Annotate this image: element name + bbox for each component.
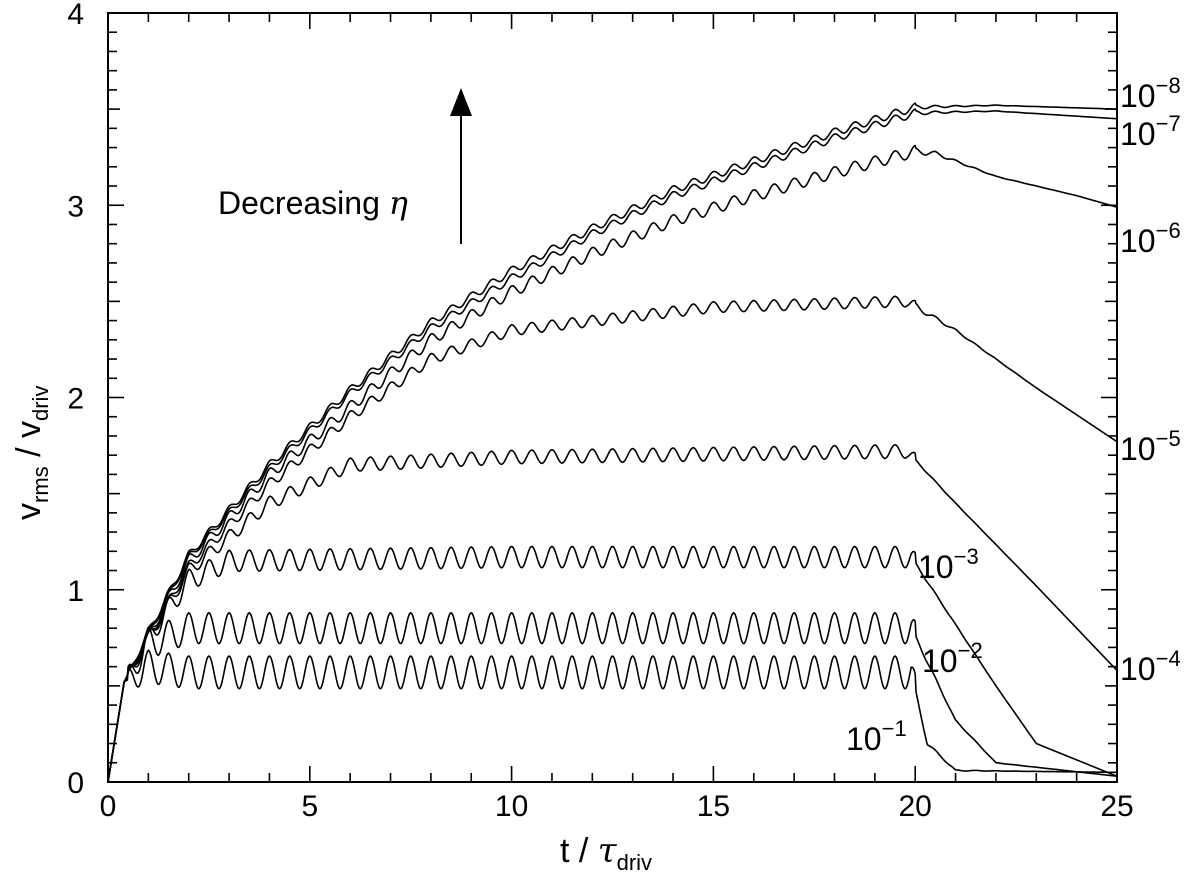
- series-line-10^-6: [107, 144, 1118, 783]
- plot-frame: [107, 12, 1118, 783]
- x-axis-label: t / τdriv: [560, 831, 652, 875]
- series-line-10^-4: [107, 443, 1118, 783]
- data-curves: [107, 102, 1118, 783]
- x-tick-label: 25: [1100, 790, 1133, 823]
- series-label-1e-1: 10−1: [846, 716, 907, 757]
- y-tick-label: 2: [67, 383, 84, 416]
- annotation-text: Decreasing η: [218, 184, 408, 222]
- axis-ticks: 0 5 10 15 20 25 0 1 2 3 4: [67, 0, 1133, 823]
- series-line-10^-8: [107, 102, 1118, 783]
- y-tick-label: 0: [67, 767, 84, 800]
- series-line-10^-3: [107, 545, 1118, 783]
- series-label-1e-7: 10−7: [1120, 111, 1181, 152]
- x-tick-label: 20: [899, 790, 932, 823]
- x-tick-label: 5: [301, 790, 318, 823]
- annotation-arrow-head: [450, 88, 472, 116]
- series-label-1e-2: 10−2: [922, 638, 983, 679]
- series-label-1e-4: 10−4: [1120, 646, 1181, 687]
- y-tick-label: 4: [67, 0, 84, 31]
- series-line-10^-5: [107, 295, 1118, 783]
- y-axis-label: vrms / vdriv: [10, 386, 53, 520]
- series-label-1e-8: 10−8: [1120, 73, 1181, 114]
- y-tick-label: 3: [67, 190, 84, 223]
- series-label-1e-3: 10−3: [918, 544, 979, 585]
- x-tick-label: 0: [100, 790, 117, 823]
- series-line-10^-1: [107, 649, 1118, 783]
- series-line-10^-2: [107, 611, 1118, 783]
- series-labels: 10−8 10−7 10−6 10−5 10−4 10−3 10−2 10−1: [846, 73, 1181, 757]
- series-line-10^-7: [107, 108, 1118, 783]
- x-tick-label: 15: [697, 790, 730, 823]
- series-label-1e-6: 10−6: [1120, 218, 1181, 259]
- series-label-1e-5: 10−5: [1120, 426, 1181, 467]
- decreasing-eta-annotation: Decreasing η: [218, 88, 472, 244]
- x-tick-label: 10: [495, 790, 528, 823]
- y-tick-label: 1: [67, 575, 84, 608]
